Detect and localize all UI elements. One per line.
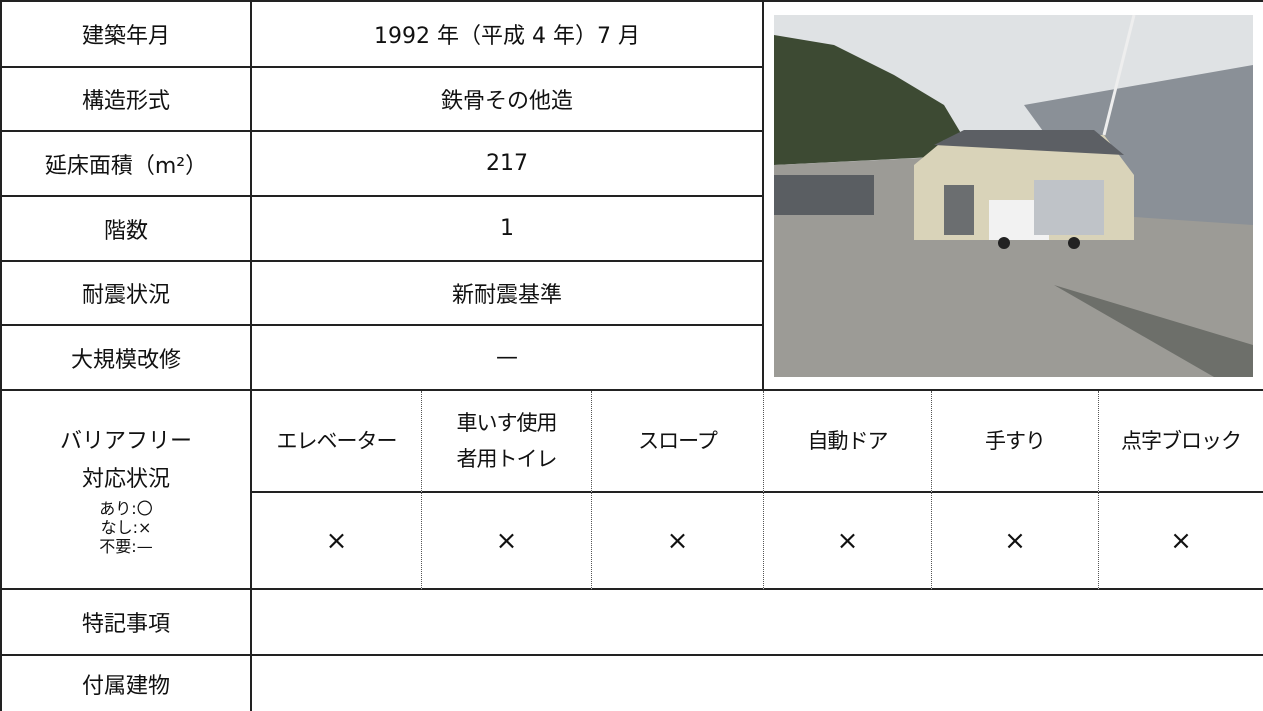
label: バリアフリー <box>59 429 192 454</box>
value: 217 <box>486 151 528 176</box>
barrier-item: 点字ブロック <box>1121 429 1242 453</box>
legend: 不要:— <box>99 537 153 556</box>
barrier-status: × <box>495 525 518 556</box>
barrier-status: × <box>1170 525 1192 556</box>
label: 付属建物 <box>81 673 170 699</box>
barrier-item: スロープ <box>638 429 718 453</box>
value: — <box>496 345 518 370</box>
legend: なし:× <box>100 518 152 537</box>
barrier-status-cell: × <box>252 493 422 590</box>
label: 構造形式 <box>81 89 170 114</box>
barrier-item-cell: 車いす使用者用トイレ <box>422 391 592 493</box>
barrier-status-cell: × <box>764 493 932 590</box>
label: 階数 <box>103 218 148 244</box>
row-value: — <box>252 326 764 391</box>
barrier-status-cell: × <box>1099 493 1263 590</box>
barrier-status-cell: × <box>422 493 592 590</box>
label: 対応状況 <box>81 467 170 492</box>
label: 特記事項 <box>81 612 170 637</box>
row-label: 特記事項 <box>2 590 252 656</box>
row-label: 延床面積（m²） <box>2 132 252 197</box>
label: 建築年月 <box>81 24 170 49</box>
barrier-status-cell: × <box>592 493 764 590</box>
barrier-item-cell: エレベーター <box>252 391 422 493</box>
label: 大規模改修 <box>70 347 181 373</box>
barrier-status: × <box>325 525 348 556</box>
building-photo <box>774 14 1253 377</box>
row-value: 1 <box>252 197 764 262</box>
row-label: 建築年月 <box>2 2 252 68</box>
row-label: 構造形式 <box>2 68 252 132</box>
row-value: 新耐震基準 <box>252 262 764 326</box>
barrier-item-cell: 手すり <box>932 391 1099 493</box>
value: 新耐震基準 <box>451 283 562 308</box>
row-label: 耐震状況 <box>2 262 252 326</box>
barrier-item: エレベーター <box>276 429 398 453</box>
legend: あり:〇 <box>99 499 153 518</box>
row-label: 階数 <box>2 197 252 262</box>
barrier-status: × <box>666 525 689 556</box>
row-value: 鉄骨その他造 <box>252 68 764 132</box>
barrier-status-cell: × <box>932 493 1099 590</box>
barrier-item-cell: スロープ <box>592 391 764 493</box>
value: 鉄骨その他造 <box>440 89 573 114</box>
row-value: 1992 年（平成 4 年）7 月 <box>252 2 764 68</box>
row-value <box>252 656 1263 711</box>
barrier-item: 自動ドア <box>807 429 889 453</box>
row-label: 付属建物 <box>2 656 252 711</box>
barrier-label-cell: バリアフリー 対応状況 あり:〇 なし:× 不要:— <box>2 391 252 590</box>
barrier-item-cell: 点字ブロック <box>1099 391 1263 493</box>
row-label: 大規模改修 <box>2 326 252 391</box>
row-value: 217 <box>252 132 764 197</box>
barrier-status: × <box>836 525 859 556</box>
row-value <box>252 590 1263 656</box>
label: 延床面積（m²） <box>44 153 208 179</box>
value: 1 <box>500 216 514 241</box>
barrier-item: 手すり <box>985 429 1046 453</box>
barrier-status: × <box>1004 525 1026 556</box>
label: 耐震状況 <box>81 283 170 308</box>
photo-cell <box>764 2 1263 391</box>
barrier-item: 車いす使用者用トイレ <box>456 411 557 471</box>
value: 1992 年（平成 4 年）7 月 <box>374 24 640 49</box>
barrier-item-cell: 自動ドア <box>764 391 932 493</box>
